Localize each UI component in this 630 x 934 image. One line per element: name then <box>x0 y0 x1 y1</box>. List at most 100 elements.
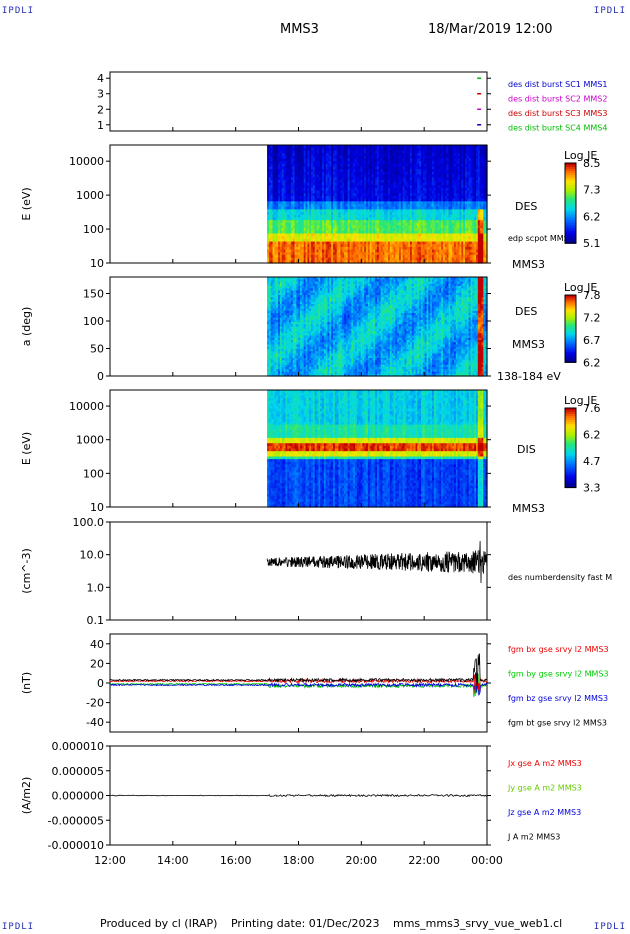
dis-energy-ytick-100: 100 <box>83 467 104 480</box>
dis-energy-spacecraft: MMS3 <box>512 502 545 515</box>
fgm-ytick--20: -20 <box>86 697 104 710</box>
dis-energy-colorbar-tick-2: 4.7 <box>583 455 601 468</box>
des-pitch-spectrogram <box>267 277 488 377</box>
density-legend: des numberdensity fast M <box>508 573 612 582</box>
dis-energy-colorbar <box>564 407 577 489</box>
burst-ytick-2: 2 <box>97 103 104 116</box>
time-tick-label-0: 12:00 <box>94 854 126 867</box>
fgm-ytick-0: 0 <box>97 677 104 690</box>
des-energy-colorbar <box>564 162 577 244</box>
des-energy-ytick-10000: 10000 <box>69 155 104 168</box>
footer-script-name: mms_mms3_srvy_vue_web1.cl <box>393 917 563 930</box>
burst-legend-3: des dist burst SC3 MMS3 <box>508 109 607 118</box>
footer-producer: Produced by cl (IRAP) <box>100 917 218 930</box>
dis-energy-ytick-10: 10 <box>90 501 104 514</box>
current-legend-2: Jz gse A m2 MMS3 <box>507 808 581 817</box>
des-pitch-ytick-150: 150 <box>83 288 104 301</box>
burst-ytick-1: 1 <box>97 119 104 132</box>
des-energy-overlay-label: edp scpot MMS3 <box>508 234 574 243</box>
footer: Produced by cl (IRAP) Printing date: 01/… <box>100 917 572 930</box>
burst-ytick-3: 3 <box>97 88 104 101</box>
fgm-legend-2: fgm bz gse srvy l2 MMS3 <box>508 694 608 703</box>
des-pitch-colorbar <box>564 294 577 363</box>
current-ytick-0.000010: 0.000010 <box>52 740 105 753</box>
time-tick-label-1: 14:00 <box>157 854 189 867</box>
current-ytick-0.000000: 0.000000 <box>52 790 105 803</box>
des-energy-colorbar-tick-3: 5.1 <box>583 237 601 250</box>
des-pitch-ytick-0: 0 <box>97 370 104 383</box>
current-line <box>109 793 488 798</box>
corner-label-top-left: IPDLI <box>2 6 35 16</box>
current-legend-1: Jy gse A m2 MMS3 <box>507 784 582 793</box>
des-energy-ytick-10: 10 <box>90 257 104 270</box>
dis-energy-colorbar-tick-0: 7.6 <box>583 402 601 415</box>
fgm-ylabel: (nT) <box>20 672 33 694</box>
des-pitch-spacecraft: MMS3 <box>512 338 545 351</box>
time-tick-label-2: 16:00 <box>220 854 252 867</box>
des-pitch-colorbar-tick-1: 7.2 <box>583 311 601 324</box>
des-energy-colorbar-tick-2: 6.2 <box>583 210 601 223</box>
time-tick-label-6: 00:00 <box>471 854 503 867</box>
des-energy-label: DES <box>515 200 537 213</box>
corner-label-top-right: IPDLI <box>593 6 626 16</box>
burst-legend-2: des dist burst SC2 MMS2 <box>508 95 607 104</box>
des-pitch-energy-band: 138-184 eV <box>497 370 561 383</box>
dis-energy-label: DIS <box>517 443 536 456</box>
current-ytick-0.000005: 0.000005 <box>52 765 105 778</box>
time-tick-label-3: 18:00 <box>283 854 315 867</box>
dis-energy-spectrogram <box>267 390 488 508</box>
current-legend-0: Jx gse A m2 MMS3 <box>507 759 582 768</box>
burst-ytick-4: 4 <box>97 72 104 85</box>
corner-label-bottom-right: IPDLI <box>593 922 626 932</box>
des-energy-colorbar-title: Log JE <box>564 149 597 162</box>
burst-legend-1: des dist burst SC1 MMS1 <box>508 80 607 89</box>
dis-energy-colorbar-tick-3: 3.3 <box>583 482 601 495</box>
des-pitch-label: DES <box>515 305 537 318</box>
des-pitch-ylabel: a (deg) <box>20 307 33 347</box>
fgm-ytick-20: 20 <box>90 657 104 670</box>
corner-label-bottom-left: IPDLI <box>2 922 35 932</box>
burst-panel-frame <box>109 71 488 132</box>
fgm-ytick-40: 40 <box>90 638 104 651</box>
fgm-legend-0: fgm bx gse srvy l2 MMS3 <box>508 645 609 654</box>
density-panel-frame <box>109 521 488 621</box>
des-energy-ytick-1000: 1000 <box>76 189 104 202</box>
des-energy-ytick-100: 100 <box>83 223 104 236</box>
fgm-legend-1: fgm by gse srvy l2 MMS3 <box>508 670 609 679</box>
density-ylabel: (cm^-3) <box>20 548 33 594</box>
density-line <box>266 540 488 584</box>
fgm-legend-3: fgm bt gse srvy l2 MMS3 <box>508 719 607 728</box>
fgm-line-2 <box>109 672 488 696</box>
des-pitch-colorbar-tick-2: 6.7 <box>583 334 601 347</box>
des-energy-spectrogram <box>267 145 488 264</box>
current-legend-3: J A m2 MMS3 <box>507 833 560 842</box>
des-energy-colorbar-tick-0: 8.5 <box>583 157 601 170</box>
des-pitch-colorbar-tick-3: 6.2 <box>583 356 601 369</box>
fgm-line-3 <box>109 653 488 686</box>
density-ytick-10.0: 10.0 <box>80 549 105 562</box>
dis-energy-ytick-1000: 1000 <box>76 434 104 447</box>
density-ytick-1.0: 1.0 <box>87 581 105 594</box>
footer-print-date: Printing date: 01/Dec/2023 <box>230 917 380 930</box>
current-ylabel: (A/m2) <box>20 777 33 815</box>
dis-energy-colorbar-tick-1: 6.2 <box>583 429 601 442</box>
des-pitch-colorbar-tick-0: 7.8 <box>583 289 601 302</box>
fgm-ytick--40: -40 <box>86 716 104 729</box>
time-tick-label-4: 20:00 <box>345 854 377 867</box>
des-pitch-ytick-100: 100 <box>83 315 104 328</box>
burst-legend-4: des dist burst SC4 MMS4 <box>508 124 607 133</box>
spacecraft-title: MMS3 <box>280 22 319 37</box>
datetime-title: 18/Mar/2019 12:00 <box>428 22 553 37</box>
dis-energy-ylabel: E (eV) <box>20 432 33 465</box>
density-ytick-100.0: 100.0 <box>73 516 105 529</box>
des-energy-spacecraft: MMS3 <box>512 258 545 271</box>
dis-energy-ytick-10000: 10000 <box>69 400 104 413</box>
des-pitch-colorbar-title: Log JE <box>564 281 597 294</box>
des-energy-colorbar-tick-1: 7.3 <box>583 184 601 197</box>
current-ytick--0.000010: -0.000010 <box>48 839 104 852</box>
des-energy-ylabel: E (eV) <box>20 187 33 220</box>
time-tick-label-5: 22:00 <box>408 854 440 867</box>
des-pitch-ytick-50: 50 <box>90 343 104 356</box>
current-ytick--0.000005: -0.000005 <box>48 814 104 827</box>
